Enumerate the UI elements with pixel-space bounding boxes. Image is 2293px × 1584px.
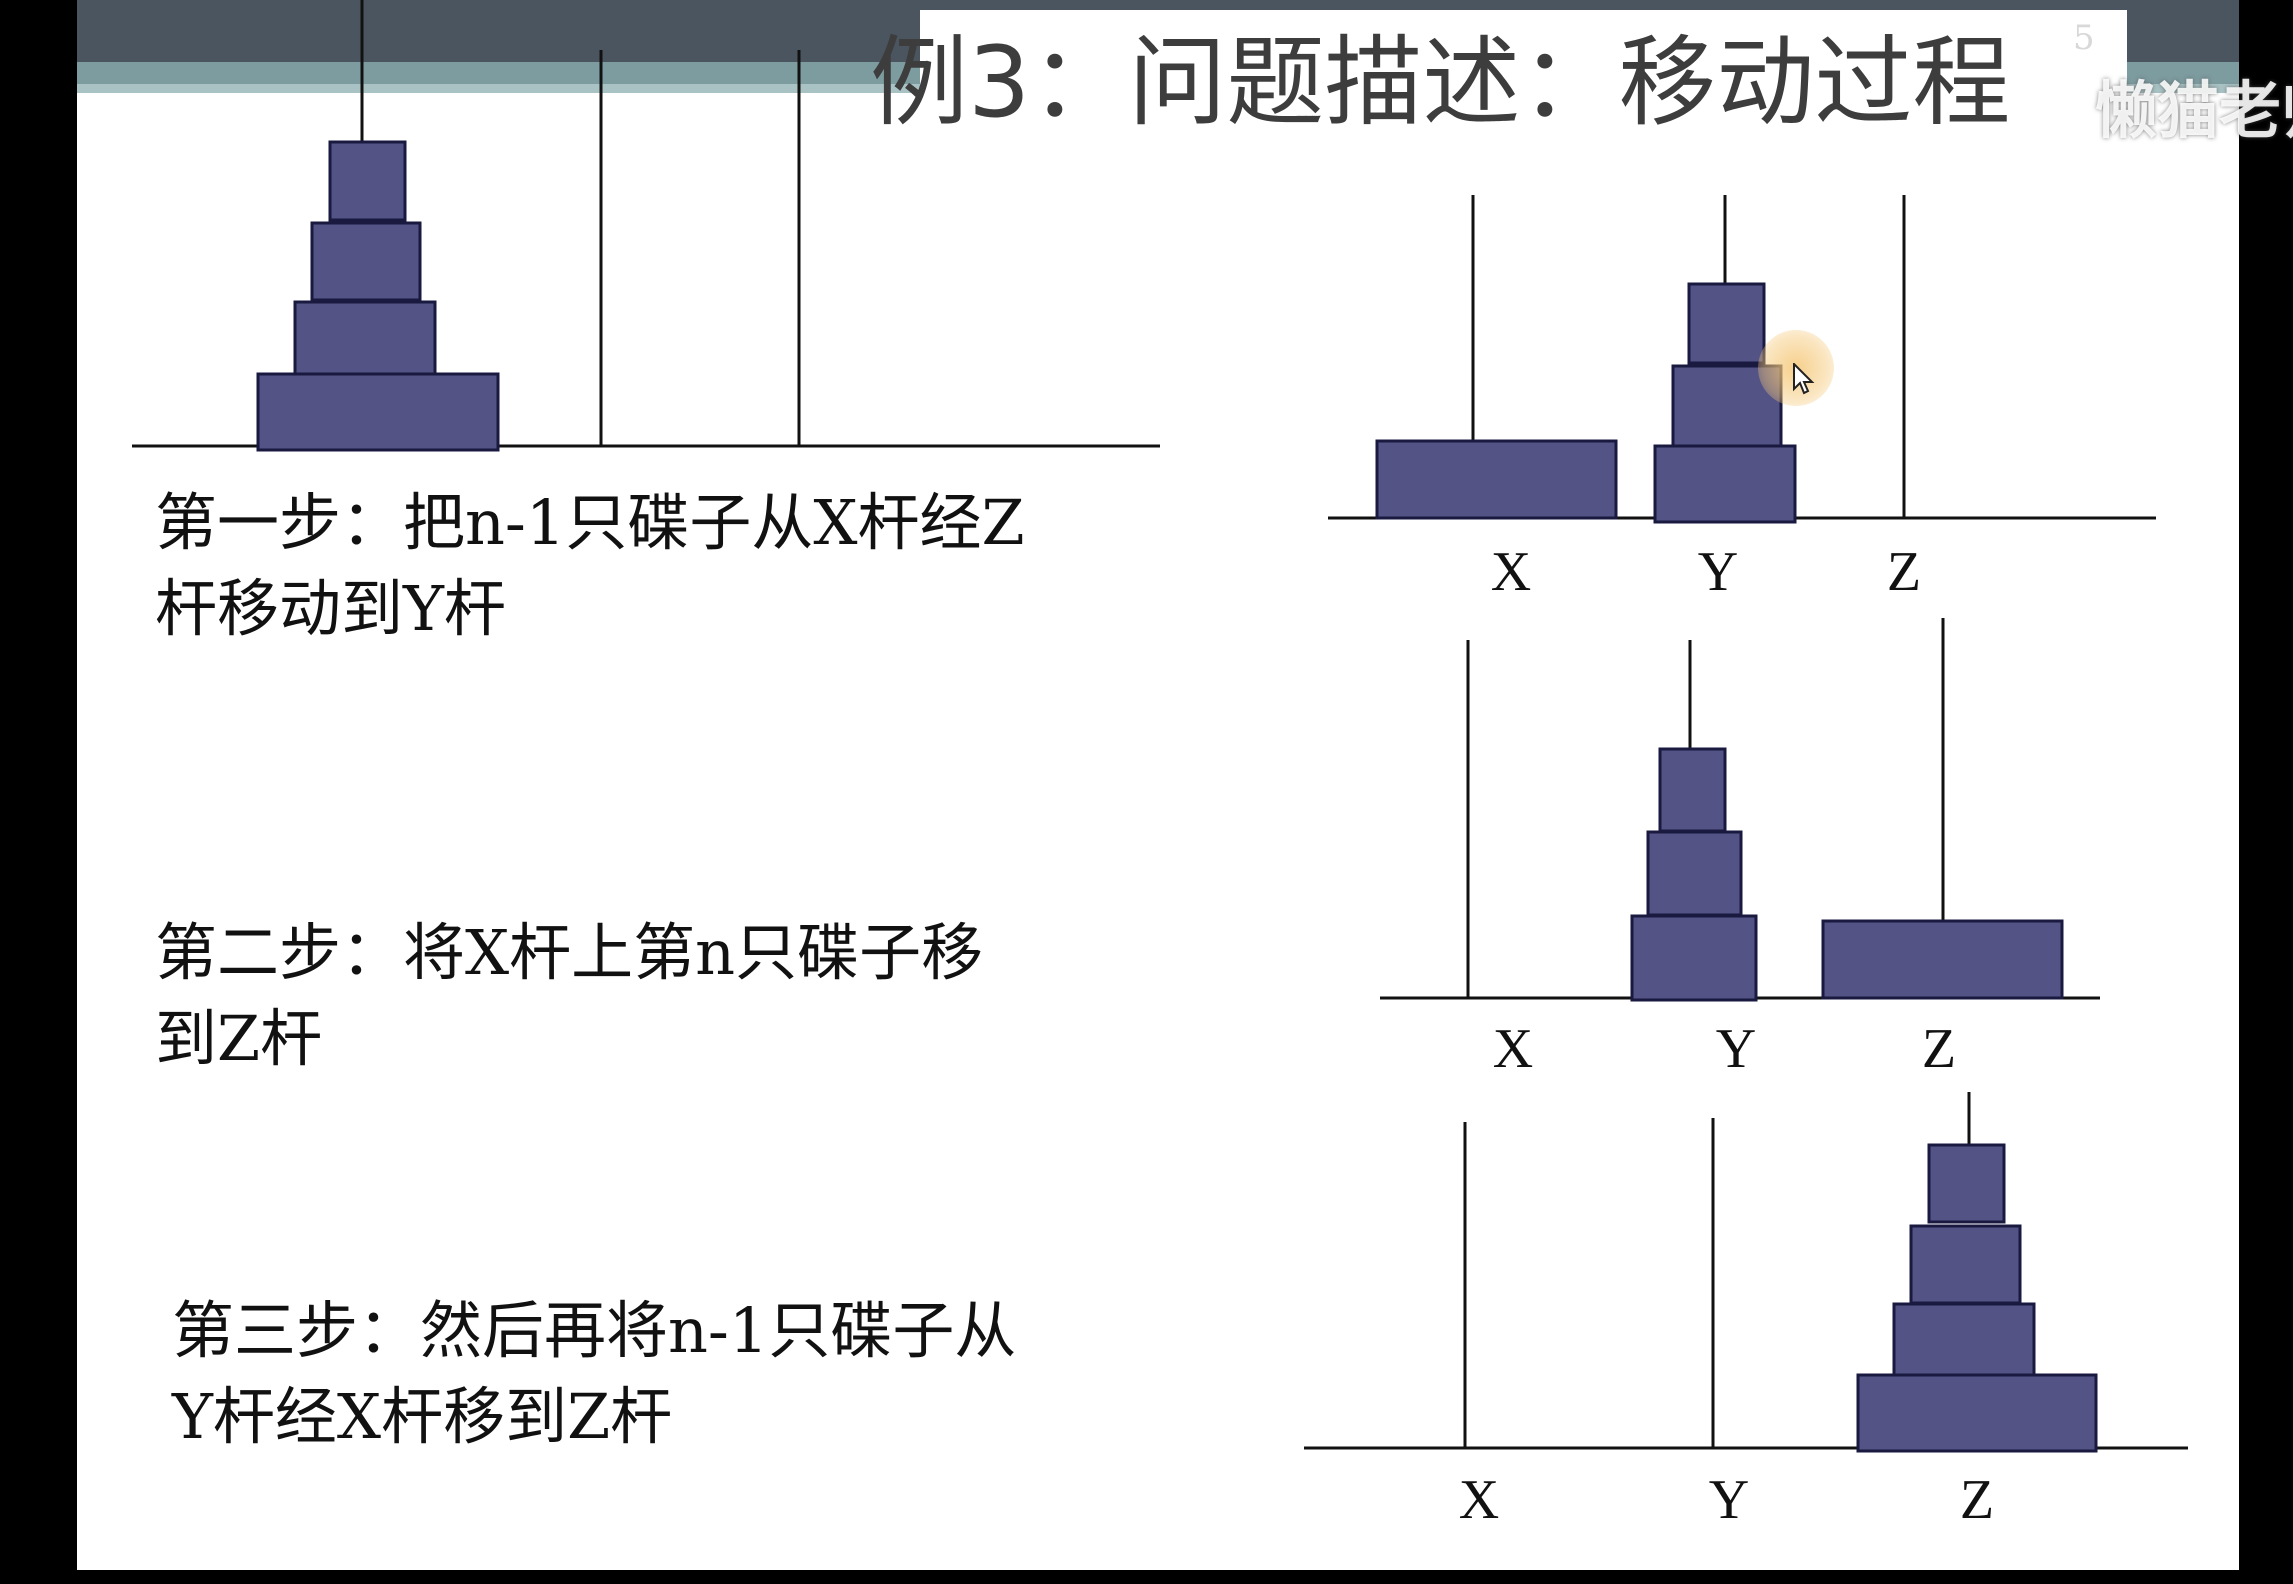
step2-text: 第二步：将X杆上第n只碟子移 到Z杆 xyxy=(155,910,983,1082)
disk-3 xyxy=(293,300,437,377)
step1-line1: 第一步：把n-1只碟子从X杆经Z xyxy=(155,486,1025,559)
initial-state-diagram xyxy=(132,0,1160,452)
step3-line2: Y杆经X杆移到Z杆 xyxy=(172,1380,673,1453)
step1-text: 第一步：把n-1只碟子从X杆经Z 杆移动到Y杆 xyxy=(155,480,1025,652)
disk-large-z xyxy=(1821,919,2064,1000)
disk-large-z xyxy=(1856,1373,2098,1453)
disk-medium-z xyxy=(1909,1224,2022,1305)
disk-wide-z xyxy=(1892,1302,2036,1379)
disk-small-y xyxy=(1658,747,1727,833)
title-box xyxy=(920,10,2127,140)
rod-label-z: Z xyxy=(1960,1469,1994,1531)
step3-line1: 第三步：然后再将n-1只碟子从 xyxy=(172,1294,1017,1367)
rod-label-y: Y xyxy=(1709,1469,1749,1531)
disk-wide-y xyxy=(1630,914,1758,1002)
step1-diagram xyxy=(1328,195,2156,524)
rod-label-x: X xyxy=(1459,1469,1499,1531)
rod-label-z: Z xyxy=(1922,1018,1956,1080)
rod-label-z: Z xyxy=(1887,541,1921,603)
disk-1 xyxy=(328,140,407,222)
disk-small-y xyxy=(1687,282,1766,365)
slide-title: 例3：问题描述：移动过程 xyxy=(870,26,2011,140)
mouse-cursor-icon xyxy=(1793,363,1815,395)
rod-label-x: X xyxy=(1491,541,1531,603)
watermark-text: 懒猫老师 xyxy=(2095,74,2293,147)
step1-line2: 杆移动到Y杆 xyxy=(155,572,506,645)
disk-medium-y xyxy=(1646,830,1743,917)
step2-diagram xyxy=(1380,618,2100,1002)
disk-large-x xyxy=(1375,439,1618,520)
step3-diagram xyxy=(1304,1092,2188,1453)
slide xyxy=(77,0,2239,1570)
disk-wide-y xyxy=(1653,444,1797,524)
disk-small-z xyxy=(1927,1143,2006,1224)
disk-2 xyxy=(310,221,422,302)
page-number: 5 xyxy=(2073,18,2095,58)
step2-line2: 到Z杆 xyxy=(155,1002,323,1075)
rod-label-y: Y xyxy=(1698,541,1738,603)
rod-label-y: Y xyxy=(1716,1018,1756,1080)
disk-4 xyxy=(256,372,500,452)
step2-line1: 第二步：将X杆上第n只碟子移 xyxy=(155,916,984,989)
step3-text: 第三步：然后再将n-1只碟子从 Y杆经X杆移到Z杆 xyxy=(172,1288,1016,1460)
rod-label-x: X xyxy=(1493,1018,1533,1080)
